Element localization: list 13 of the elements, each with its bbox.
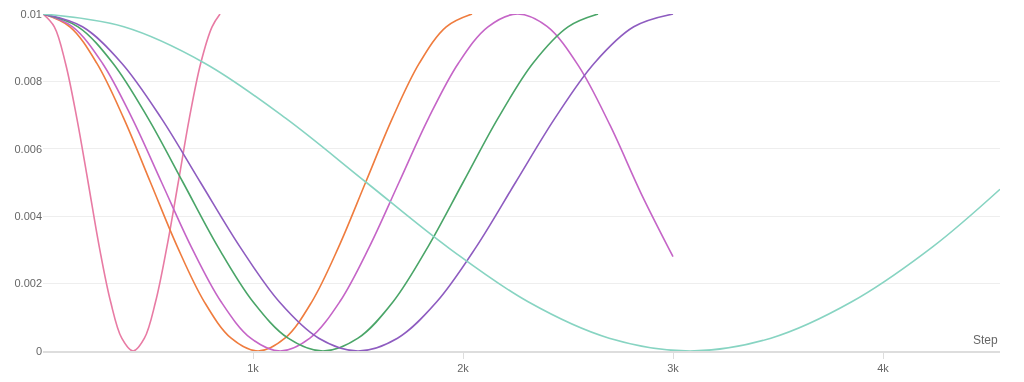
- y-tick-label: 0: [35, 344, 42, 357]
- y-tick-label: 0.004: [14, 210, 42, 223]
- x-tick-label: 2k: [457, 361, 470, 374]
- line-series: [43, 14, 1000, 351]
- x-tick-label: 1k: [247, 361, 260, 374]
- y-tick-label: 0.01: [20, 7, 42, 20]
- x-axis-title: Step: [973, 333, 999, 347]
- x-tick-label: 3k: [667, 361, 680, 374]
- y-tick-label: 0.006: [14, 142, 42, 155]
- line-series: [43, 14, 221, 351]
- y-tick-label: 0.008: [14, 75, 42, 88]
- y-tick-label: 0.002: [14, 277, 42, 290]
- x-tick-label: 4k: [877, 361, 890, 374]
